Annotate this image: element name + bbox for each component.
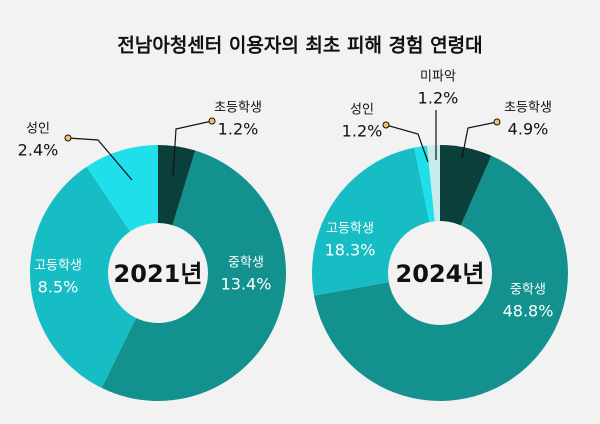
value-label: 2.4% xyxy=(18,141,59,160)
value-label: 1.2% xyxy=(218,120,259,139)
category-label: 초등학생 xyxy=(214,101,262,116)
donut-hole xyxy=(388,221,492,325)
leader-line xyxy=(461,121,498,159)
value-label: 4.9% xyxy=(508,120,549,139)
value-label: 8.5% xyxy=(38,278,79,297)
leader-dot xyxy=(64,134,72,142)
category-label: 중학생 xyxy=(510,283,546,298)
donut-hole xyxy=(108,223,208,323)
value-label: 48.8% xyxy=(503,302,554,321)
value-label: 1.2% xyxy=(342,122,383,141)
category-label: 초등학생 xyxy=(504,101,552,116)
value-label: 13.4% xyxy=(221,275,272,294)
leader-dot xyxy=(208,117,216,125)
leader-dot xyxy=(382,121,390,129)
center-label: 2021년 xyxy=(114,260,203,288)
leader-line xyxy=(67,137,133,181)
category-label: 고등학생 xyxy=(34,259,82,274)
center-label: 2024년 xyxy=(396,260,485,288)
leader-dot xyxy=(493,118,501,126)
category-label: 중학생 xyxy=(228,256,264,271)
leader-line xyxy=(385,124,429,163)
chart-title: 전남아청센터 이용자의 최초 피해 경험 연령대 xyxy=(117,35,482,57)
category-label: 성인 xyxy=(26,122,50,137)
value-label: 1.2% xyxy=(418,89,459,108)
category-label: 성인 xyxy=(350,103,374,118)
category-label: 미파악 xyxy=(420,70,456,85)
value-label: 18.3% xyxy=(325,241,376,260)
pie-slice xyxy=(30,166,159,388)
leader-line xyxy=(172,120,213,177)
category-label: 고등학생 xyxy=(326,222,374,237)
